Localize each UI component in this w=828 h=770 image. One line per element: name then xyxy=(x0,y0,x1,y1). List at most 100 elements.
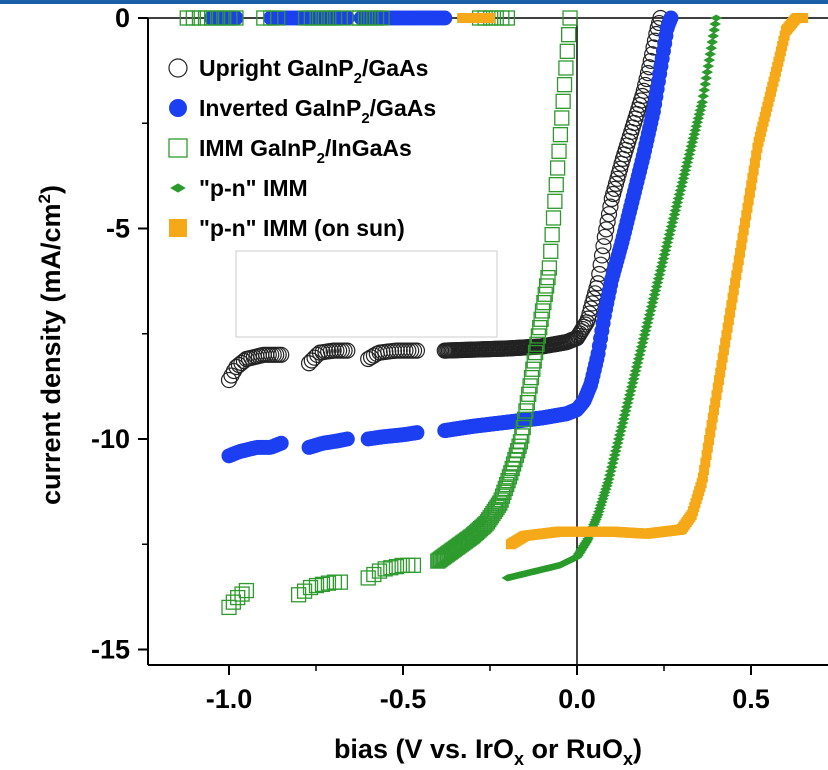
data-point xyxy=(521,386,537,402)
data-point xyxy=(627,375,640,383)
legend-label-text-suffix: /GaAs xyxy=(362,55,428,81)
x-axis-title-sub2: x xyxy=(623,749,633,769)
data-point xyxy=(600,482,613,490)
data-point xyxy=(606,180,623,198)
data-point xyxy=(543,243,559,259)
legend-label-text: "p-n" IMM xyxy=(199,175,308,201)
data-point xyxy=(709,405,720,416)
legend-label-text: Inverted GaInP xyxy=(199,95,361,121)
data-point xyxy=(697,92,710,100)
x-tick-label: -0.5 xyxy=(380,684,427,714)
data-point xyxy=(610,165,627,182)
data-point xyxy=(709,20,722,28)
data-point xyxy=(618,411,631,419)
data-point xyxy=(731,270,742,281)
data-point xyxy=(561,27,577,43)
data-point xyxy=(751,150,762,161)
data-point xyxy=(742,202,753,213)
data-point xyxy=(746,180,757,191)
data-point xyxy=(718,345,729,356)
data-point xyxy=(774,51,785,62)
data-point xyxy=(775,46,786,57)
data-point xyxy=(779,30,790,41)
data-point-dark xyxy=(485,13,495,23)
data-point xyxy=(728,285,739,296)
data-point xyxy=(612,160,629,177)
data-point xyxy=(669,206,682,214)
data-point xyxy=(599,213,616,230)
data-point xyxy=(715,367,726,378)
data-point xyxy=(798,13,809,23)
data-point xyxy=(584,295,601,312)
data-point xyxy=(747,172,758,183)
data-point xyxy=(696,98,709,106)
data-point xyxy=(727,292,738,303)
data-point xyxy=(704,435,715,446)
data-point xyxy=(238,582,255,599)
data-point xyxy=(693,110,706,118)
legend-marker-pn_sun xyxy=(169,219,187,237)
data-point xyxy=(532,319,548,336)
legend-marker-inverted xyxy=(169,99,187,117)
data-point xyxy=(383,560,399,576)
data-point xyxy=(592,256,609,273)
legend-label-text: "p-n" IMM (on sun) xyxy=(199,215,405,241)
data-point xyxy=(730,277,741,288)
data-point xyxy=(562,10,578,26)
y-tick-label: -15 xyxy=(91,635,130,665)
data-point xyxy=(504,460,520,477)
data-point xyxy=(706,38,719,46)
data-point-dark xyxy=(228,10,244,26)
data-point xyxy=(593,247,611,264)
data-point xyxy=(409,425,425,441)
data-point xyxy=(711,390,722,401)
data-point xyxy=(773,56,784,67)
data-point xyxy=(332,574,349,590)
data-point xyxy=(663,10,679,26)
data-point xyxy=(691,118,704,126)
data-point xyxy=(680,162,693,170)
data-point xyxy=(497,480,513,497)
data-point xyxy=(695,102,708,110)
data-point xyxy=(697,472,708,483)
data-point xyxy=(629,367,642,375)
data-point xyxy=(302,579,319,596)
data-point xyxy=(508,447,524,463)
data-point xyxy=(685,142,698,150)
data-point xyxy=(733,255,744,266)
x-tick-label: 0.5 xyxy=(732,684,770,714)
y-tick-label: -10 xyxy=(91,424,130,454)
data-point xyxy=(700,74,713,82)
data-point xyxy=(558,60,574,76)
data-point xyxy=(640,323,653,331)
data-point xyxy=(593,508,605,516)
data-point xyxy=(582,300,600,317)
data-point xyxy=(616,419,629,427)
series-imm xyxy=(179,10,578,616)
data-point xyxy=(519,394,535,411)
data-point xyxy=(712,382,723,393)
data-point xyxy=(752,142,763,153)
data-point xyxy=(536,294,552,311)
data-point xyxy=(705,427,716,438)
data-point-dark xyxy=(228,10,244,26)
data-point xyxy=(702,442,713,453)
data-point xyxy=(748,165,759,176)
data-point xyxy=(514,428,530,444)
data-point xyxy=(690,122,703,130)
data-point xyxy=(602,198,619,215)
data-point xyxy=(555,93,571,109)
legend-label-imm: IMM GaInP2/InGaAs xyxy=(199,135,412,167)
legend-label-text-suffix: /GaAs xyxy=(370,95,436,121)
data-point xyxy=(490,497,507,513)
data-point xyxy=(698,86,711,94)
data-point xyxy=(632,355,645,363)
legend-background xyxy=(162,45,497,251)
series-pn_sun xyxy=(457,13,809,550)
data-point xyxy=(726,300,737,311)
x-axis-title-prefix: bias (V vs. IrO xyxy=(334,734,514,764)
data-point xyxy=(408,342,426,359)
data-point xyxy=(619,407,632,415)
data-point xyxy=(732,262,743,273)
